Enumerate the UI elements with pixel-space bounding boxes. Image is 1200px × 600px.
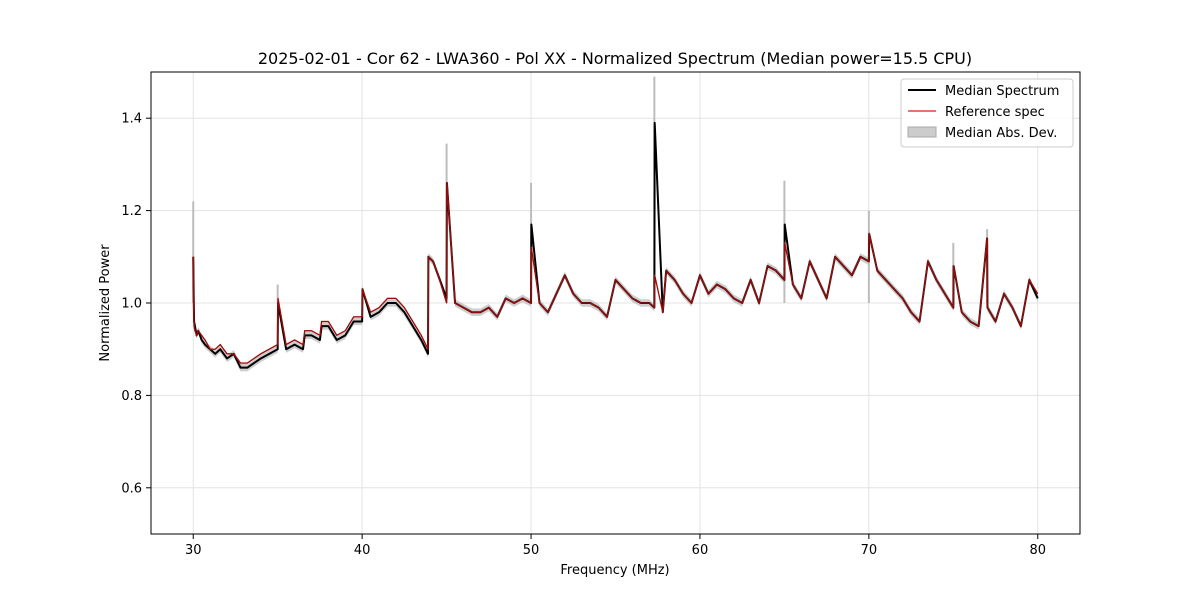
legend-mad-swatch <box>907 126 937 138</box>
overlap-line <box>192 182 1039 364</box>
legend-mad-label: Median Abs. Dev. <box>945 126 1057 141</box>
x-tick-label: 40 <box>354 543 371 558</box>
x-tick-label: 60 <box>692 543 709 558</box>
legend-reference-label: Reference spec <box>945 105 1045 120</box>
x-tick-label: 30 <box>185 543 202 558</box>
y-tick-label: 0.6 <box>121 481 142 496</box>
x-axis-label: Frequency (MHz) <box>560 563 669 578</box>
y-tick-label: 1.4 <box>121 112 142 127</box>
x-tick-label: 70 <box>861 543 878 558</box>
ticks: 30 40 50 60 70 80 0.6 0.8 1.0 1.2 1.4 <box>121 112 1046 558</box>
y-tick-label: 0.8 <box>121 389 142 404</box>
chart-title: 2025-02-01 - Cor 62 - LWA360 - Pol XX - … <box>258 49 972 68</box>
y-axis-label: Normalized Power <box>98 244 113 362</box>
x-tick-label: 50 <box>523 543 540 558</box>
x-tick-label: 80 <box>1029 543 1046 558</box>
y-tick-label: 1.0 <box>121 297 142 312</box>
y-tick-label: 1.2 <box>121 204 142 219</box>
legend-box <box>900 78 1074 148</box>
legend: Median Spectrum Reference spec Median Ab… <box>900 78 1074 148</box>
series-lines <box>192 121 1039 369</box>
legend-median-label: Median Spectrum <box>945 84 1059 99</box>
